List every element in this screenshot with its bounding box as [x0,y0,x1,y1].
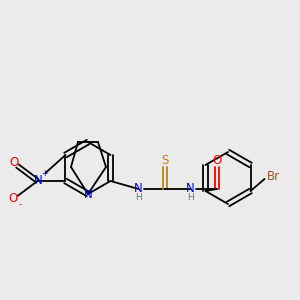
Text: +: + [41,169,48,178]
Text: -: - [19,200,22,209]
Text: S: S [161,154,168,166]
Text: N: N [34,175,43,188]
Text: O: O [212,154,221,166]
Text: O: O [10,157,19,169]
Text: N: N [134,182,143,194]
Text: H: H [135,193,142,202]
Text: N: N [186,182,195,194]
Text: N: N [84,188,92,200]
Text: Br: Br [267,169,280,182]
Text: H: H [187,193,194,202]
Text: O: O [9,193,18,206]
